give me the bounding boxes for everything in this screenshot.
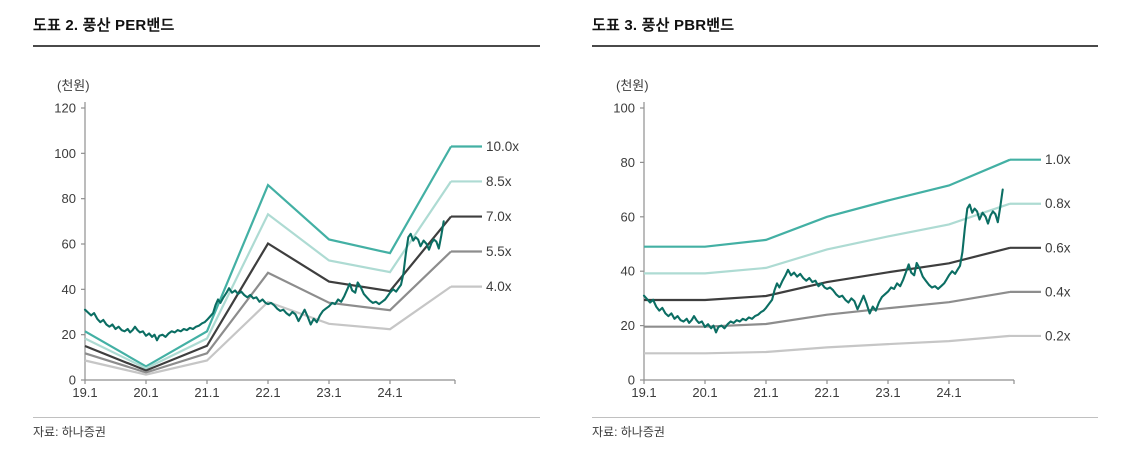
source-note: 자료: 하나증권 [592, 425, 665, 439]
price-line [642, 188, 1004, 334]
x-tick-label: 23.1 [316, 385, 341, 400]
band-line-7.0x [84, 215, 452, 372]
band-label: 0.8x [1045, 196, 1071, 211]
chart-title: 도표 2. 풍산 PER밴드 [33, 14, 540, 47]
band-label: 10.0x [486, 139, 519, 154]
panel-per-band: 도표 2. 풍산 PER밴드 (천원) 0 20 40 60 80 100 120 19.1 2… [33, 14, 540, 439]
source-divider [592, 417, 1098, 418]
band-line-4.0x [84, 285, 452, 376]
band-label: 1.0x [1045, 152, 1071, 167]
x-tick-label: 24.1 [936, 385, 961, 400]
y-axis-unit-label: (천원) [616, 78, 649, 93]
y-tick-label: 20 [62, 327, 76, 342]
band-label: 0.4x [1045, 284, 1071, 299]
band-line-0.2x [644, 334, 1011, 355]
band-line-1.0x [644, 158, 1011, 248]
y-tick-label: 40 [621, 264, 635, 279]
y-tick-label: 60 [62, 237, 76, 252]
band-label: 0.2x [1045, 328, 1071, 343]
x-tick-label: 21.1 [753, 385, 778, 400]
band-label: 0.6x [1045, 240, 1071, 255]
panel-pbr-band: 도표 3. 풍산 PBR밴드 (천원) 0 20 40 60 80 100 19.1 20.1… [570, 0, 1140, 461]
x-tick-label: 19.1 [72, 385, 97, 400]
y-tick-label: 120 [54, 101, 76, 116]
y-tick-label: 100 [54, 146, 76, 161]
price-line [83, 220, 445, 342]
x-tick-label: 22.1 [814, 385, 839, 400]
band-line-0.8x [644, 202, 1011, 275]
pbr-band-chart: (천원) 0 20 40 60 80 100 19.1 20.1 21.1 22.1 23.1 24.… [613, 78, 1071, 400]
y-tick-label: 100 [613, 101, 635, 116]
band-line-5.5x [84, 250, 452, 374]
x-tick-label: 21.1 [194, 385, 219, 400]
chart-area: (천원) 0 20 40 60 80 100 120 19.1 20.1 21.1 22.1 23.1… [33, 50, 540, 404]
band-label: 4.0x [486, 279, 512, 294]
y-tick-label: 20 [621, 318, 635, 333]
y-axis-unit-label: (천원) [57, 78, 90, 93]
x-tick-label: 23.1 [875, 385, 900, 400]
y-tick-label: 60 [621, 209, 635, 224]
y-tick-label: 80 [62, 191, 76, 206]
x-tick-label: 24.1 [377, 385, 402, 400]
chart-title: 도표 3. 풍산 PBR밴드 [592, 14, 1098, 47]
band-label: 7.0x [486, 209, 512, 224]
y-tick-label: 80 [621, 155, 635, 170]
x-tick-label: 22.1 [255, 385, 280, 400]
y-tick-label: 0 [69, 373, 76, 388]
source-divider [33, 417, 540, 418]
band-label: 8.5x [486, 174, 512, 189]
band-line-8.5x [84, 180, 452, 370]
source-note: 자료: 하나증권 [33, 425, 106, 439]
band-label: 5.5x [486, 244, 512, 259]
band-line-0.6x [644, 246, 1011, 302]
band-line-10.0x [84, 145, 452, 368]
y-tick-label: 0 [628, 373, 635, 388]
x-tick-label: 19.1 [631, 385, 656, 400]
chart-area: (천원) 0 20 40 60 80 100 19.1 20.1 21.1 22.1 23.1 24.… [592, 50, 1098, 404]
per-band-chart: (천원) 0 20 40 60 80 100 120 19.1 20.1 21.1 22.1 23.1… [54, 78, 519, 400]
x-tick-label: 20.1 [692, 385, 717, 400]
y-tick-label: 40 [62, 282, 76, 297]
x-tick-label: 20.1 [133, 385, 158, 400]
